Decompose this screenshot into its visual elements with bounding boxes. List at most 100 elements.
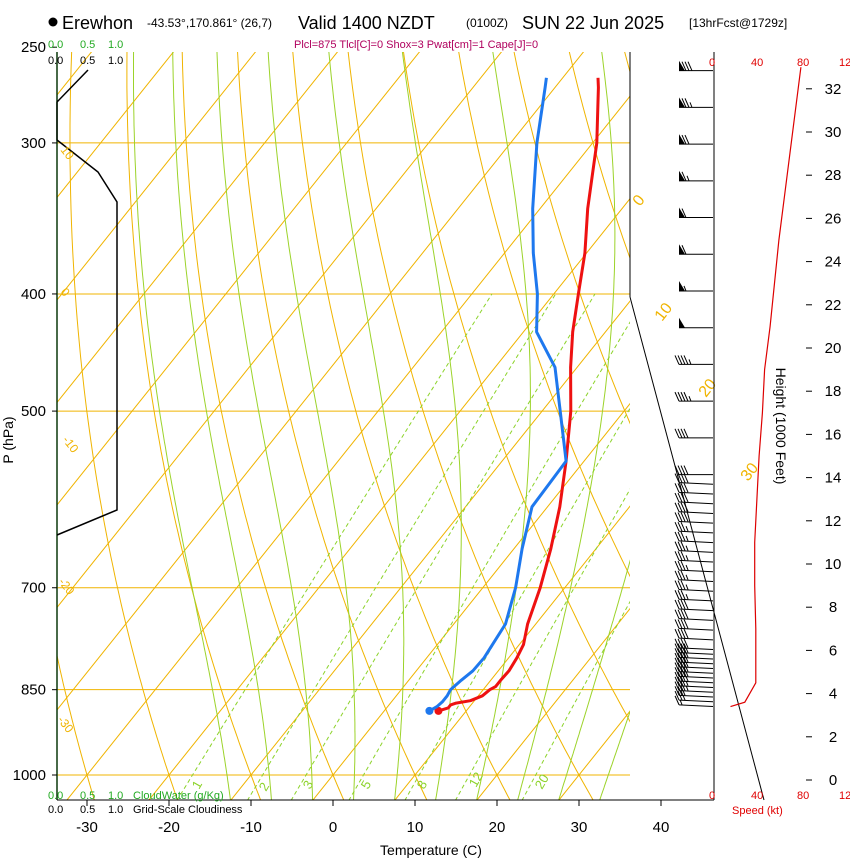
moist-adiabat-15 [401, 52, 462, 800]
wind-barb [674, 502, 714, 514]
wind-barb-shaft [679, 550, 714, 553]
speed-tick-top-3: 12 [839, 57, 850, 69]
wind-barb-half-feather [686, 175, 690, 182]
wind-barb [674, 590, 714, 602]
dry-adiabat-50 [458, 52, 630, 578]
cloudwater-tick-top-1: 0.5 [80, 39, 95, 51]
height-label-18: 18 [825, 383, 842, 400]
wind-barb-feather [677, 580, 683, 590]
wind-barb-feather [677, 391, 683, 402]
wind-barb-feather [674, 570, 680, 580]
wind-barb-half-feather [685, 584, 689, 590]
height-label-28: 28 [825, 167, 842, 184]
valid-time: Valid 1400 NZDT [298, 13, 435, 33]
wind-barb-feather [680, 580, 686, 590]
temp-label--10: -10 [240, 819, 262, 836]
cloudwater-tick-top-2: 1.0 [108, 39, 123, 51]
wind-barb-shaft [679, 501, 714, 505]
isotherm-20 [476, 607, 630, 800]
wind-barb-shaft [679, 511, 714, 514]
wind-barb-shaft [679, 690, 714, 693]
height-label-6: 6 [829, 642, 837, 659]
wind-barb-feather [684, 98, 690, 108]
wind-barb-feather [680, 599, 686, 610]
wind-barb-half-feather [688, 395, 692, 402]
wind-barb-feather [674, 560, 680, 571]
wind-barb-shaft [679, 656, 714, 660]
wind-barb-feather [674, 590, 680, 600]
isotherm-40 [641, 37, 850, 801]
dewpoint-line [428, 77, 568, 713]
wind-barb-feather [674, 492, 680, 503]
moist-adiabat--10 [133, 52, 231, 800]
pressure-label-850: 850 [21, 682, 46, 699]
mixing-ratio-3 [290, 293, 596, 800]
wind-barb-feather [674, 599, 680, 610]
wind-barb [674, 483, 714, 495]
dry-adiabat--10 [126, 52, 262, 800]
wind-barb-shaft [679, 637, 714, 641]
wind-barb-feather [677, 628, 683, 639]
cloudiness-tick-top-0: 0.0 [48, 55, 63, 67]
wind-barb [674, 492, 714, 505]
dry-adiabat-40 [402, 52, 630, 723]
grid-lines [57, 37, 850, 801]
height-label-22: 22 [825, 297, 842, 314]
cloudwater-tick-bottom-1: 0.5 [80, 790, 95, 802]
wind-barb-feather [677, 512, 683, 522]
wind-barb-feather [681, 61, 687, 71]
wind-barb-feather [674, 465, 680, 475]
wind-barb [674, 473, 714, 485]
wind-barb-shaft [679, 569, 714, 573]
wind-barb-shaft [679, 704, 714, 708]
mixing-ratio-label-12: 12 [466, 769, 486, 789]
moist-adiabat-0 [216, 52, 313, 800]
wind-barb-feather [674, 580, 680, 590]
wind-barb-shaft [679, 491, 714, 495]
wind-barb-feather [681, 98, 687, 108]
wind-barb-shaft [679, 618, 714, 621]
wind-barb-half-feather [685, 574, 689, 580]
height-label-24: 24 [825, 254, 842, 271]
dry-adiabat-80 [624, 52, 630, 74]
wind-barb [674, 355, 713, 365]
dry-adiabat--20 [69, 52, 179, 800]
wind-barb [674, 541, 714, 553]
isotherm--90 [57, 52, 175, 199]
wind-barb-feather [683, 638, 689, 649]
height-label-16: 16 [825, 426, 842, 443]
pressure-label-1000: 1000 [13, 767, 46, 784]
isotherm--20 [148, 197, 630, 800]
mixing-ratio-5 [348, 321, 630, 800]
wind-barb-feather [674, 690, 680, 701]
pressure-axis: 250 300 400 500 700 850 1000 [13, 39, 57, 784]
wind-barb [679, 60, 713, 72]
dewpoint-surface-dot [425, 706, 434, 715]
isotherm--50 [57, 52, 503, 609]
height-label-14: 14 [825, 470, 842, 487]
wind-barb-feather [680, 483, 686, 493]
cloudiness-label: Grid-Scale Cloudiness [133, 804, 243, 816]
wind-barb-flag [679, 207, 685, 218]
wind-barb-shaft [679, 579, 714, 582]
wind-barb-shaft [679, 520, 714, 524]
wind-barb-feather [677, 619, 683, 629]
wind-barb-flag [679, 97, 685, 108]
dry-adiabat-label-2: -10 [60, 433, 82, 456]
moist-adiabat--5 [172, 52, 272, 800]
wind-barb-shaft [679, 589, 714, 592]
wind-barb-feather [680, 570, 686, 580]
wind-barb-feather [683, 391, 689, 402]
wind-barb-feather [680, 531, 686, 542]
isotherm-30 [558, 710, 630, 800]
wind-barb-half-feather [685, 535, 689, 542]
wind-barb-feather [674, 628, 680, 639]
y-axis-title: P (hPa) [0, 416, 16, 463]
wind-barb-feather [677, 473, 683, 483]
mixing-ratio-8 [404, 407, 630, 800]
speed-tick-bottom-0: 0 [709, 790, 715, 802]
wind-barb-shaft [679, 530, 714, 534]
wind-barb [679, 207, 713, 219]
wind-barb-shaft [679, 540, 714, 544]
wind-barb-feather [677, 355, 683, 365]
